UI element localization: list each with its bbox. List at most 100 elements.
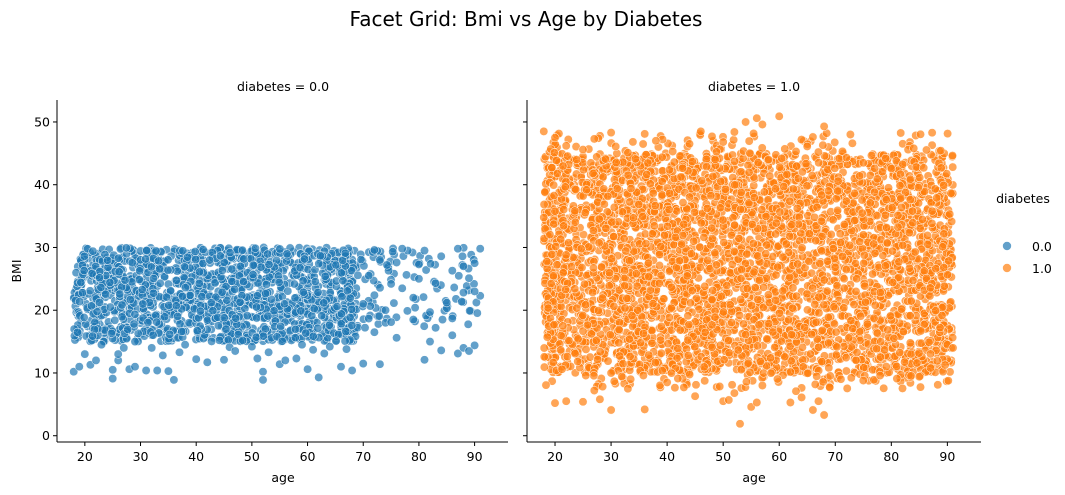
data-point (438, 315, 447, 325)
data-point (906, 296, 916, 306)
data-point (129, 319, 139, 329)
data-point (258, 367, 268, 377)
data-point (88, 331, 98, 341)
data-point (291, 324, 300, 334)
data-point (207, 336, 217, 346)
data-point (347, 320, 357, 330)
data-point (946, 188, 956, 198)
data-point (319, 349, 329, 358)
data-point (75, 297, 85, 307)
data-point (258, 375, 268, 385)
data-point (570, 349, 580, 359)
data-point (195, 306, 205, 316)
data-point (105, 302, 115, 312)
data-point (283, 286, 293, 296)
data-point (408, 315, 418, 325)
data-point (353, 270, 363, 280)
data-point (191, 254, 201, 264)
data-point (148, 330, 158, 340)
data-point (73, 327, 82, 337)
data-point (948, 162, 958, 172)
data-point (465, 306, 475, 316)
data-point (948, 333, 958, 343)
data-point (125, 295, 135, 305)
data-point (605, 330, 615, 340)
data-point (263, 249, 273, 259)
data-point (114, 267, 124, 277)
data-point (374, 311, 384, 321)
data-point (258, 331, 268, 341)
data-point (263, 311, 273, 321)
data-point (78, 288, 87, 298)
data-point (338, 276, 348, 286)
data-point (214, 335, 224, 345)
y-tick-label: 40 (34, 177, 50, 192)
data-point (141, 254, 151, 264)
data-point (160, 312, 170, 322)
data-point (110, 315, 120, 325)
data-point (690, 342, 700, 352)
data-point (828, 244, 838, 254)
data-point (121, 243, 131, 253)
data-point (135, 266, 145, 276)
data-point (650, 358, 660, 368)
data-point (923, 239, 933, 249)
data-point (127, 258, 137, 268)
data-point (203, 315, 212, 325)
data-point (252, 302, 261, 312)
data-point (397, 244, 407, 254)
data-point (360, 323, 370, 333)
data-point (175, 319, 185, 329)
data-point (814, 342, 824, 352)
data-point (280, 355, 290, 365)
data-point (303, 364, 313, 374)
data-point (276, 321, 286, 331)
data-point (310, 277, 320, 287)
data-point (183, 252, 192, 262)
data-point (345, 293, 355, 303)
data-point (457, 297, 467, 307)
data-point (248, 270, 258, 280)
data-point (392, 258, 402, 267)
data-point (120, 275, 130, 285)
data-point (223, 335, 233, 345)
x-tick-label: 40 (188, 449, 204, 464)
data-point (151, 246, 161, 256)
data-point (771, 270, 781, 280)
data-point (382, 260, 392, 270)
data-point (130, 309, 140, 319)
data-point (119, 343, 129, 353)
data-point (539, 343, 549, 353)
data-point (185, 290, 195, 300)
data-point (79, 313, 89, 322)
x-tick-label: 80 (411, 449, 427, 464)
data-point (839, 274, 849, 284)
facet-left-points (69, 243, 485, 385)
data-point (297, 340, 307, 350)
facet-left: diabetes = 0.0 20 30 40 50 60 70 80 90 01020304… (9, 79, 508, 485)
data-point (155, 264, 165, 274)
data-point (237, 245, 247, 255)
data-point (683, 351, 693, 360)
data-point (277, 336, 287, 346)
data-point (389, 298, 399, 308)
data-point (308, 331, 318, 341)
data-point (807, 171, 817, 181)
data-point (325, 342, 335, 352)
data-point (581, 344, 591, 354)
x-tick-label: 50 (244, 449, 260, 464)
data-point (577, 263, 587, 272)
data-point (324, 320, 334, 330)
data-point (163, 265, 173, 275)
data-point (388, 247, 398, 257)
data-point (431, 278, 441, 288)
data-point (447, 313, 457, 323)
data-point (202, 357, 212, 367)
data-point (163, 366, 173, 376)
data-point (458, 251, 467, 261)
facet-right-title: diabetes = 1.0 (708, 79, 800, 94)
data-point (147, 343, 157, 353)
data-point (291, 354, 301, 363)
data-point (540, 187, 550, 197)
data-point (320, 271, 330, 281)
